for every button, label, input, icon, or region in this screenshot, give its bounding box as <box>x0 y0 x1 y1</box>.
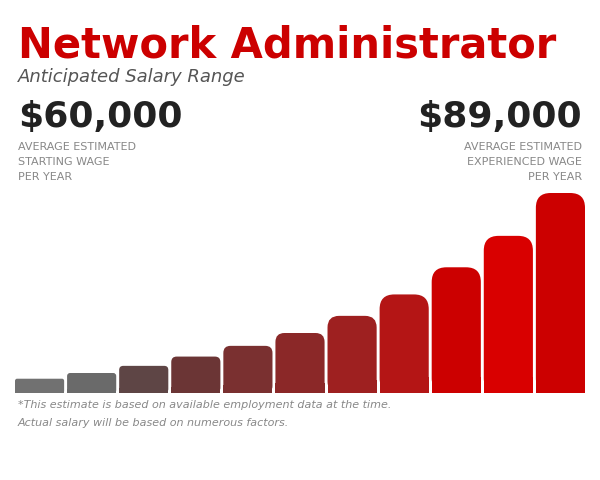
FancyBboxPatch shape <box>536 193 585 393</box>
Bar <box>484 377 533 393</box>
FancyBboxPatch shape <box>15 379 64 393</box>
Text: *This estimate is based on available employment data at the time.: *This estimate is based on available emp… <box>18 400 391 410</box>
Bar <box>431 377 481 393</box>
Bar <box>223 385 272 393</box>
Text: $89,000: $89,000 <box>418 100 582 134</box>
Text: Actual salary will be based on numerous factors.: Actual salary will be based on numerous … <box>18 418 289 428</box>
Text: Anticipated Salary Range: Anticipated Salary Range <box>18 68 246 86</box>
Bar <box>275 383 325 393</box>
Bar <box>328 381 377 393</box>
Text: Network Administrator: Network Administrator <box>18 25 556 67</box>
FancyBboxPatch shape <box>119 366 169 393</box>
Bar <box>15 390 64 393</box>
Text: $60,000: $60,000 <box>18 100 182 134</box>
FancyBboxPatch shape <box>484 236 533 393</box>
Bar <box>67 389 116 393</box>
Bar <box>536 377 585 393</box>
FancyBboxPatch shape <box>223 346 272 393</box>
Bar <box>119 388 169 393</box>
FancyBboxPatch shape <box>380 294 429 393</box>
Bar <box>171 386 220 393</box>
FancyBboxPatch shape <box>328 316 377 393</box>
Bar <box>380 377 429 393</box>
FancyBboxPatch shape <box>67 373 116 393</box>
FancyBboxPatch shape <box>171 357 220 393</box>
FancyBboxPatch shape <box>275 333 325 393</box>
Text: AVERAGE ESTIMATED
STARTING WAGE
PER YEAR: AVERAGE ESTIMATED STARTING WAGE PER YEAR <box>18 142 136 181</box>
FancyBboxPatch shape <box>431 267 481 393</box>
Text: AVERAGE ESTIMATED
EXPERIENCED WAGE
PER YEAR: AVERAGE ESTIMATED EXPERIENCED WAGE PER Y… <box>464 142 582 181</box>
